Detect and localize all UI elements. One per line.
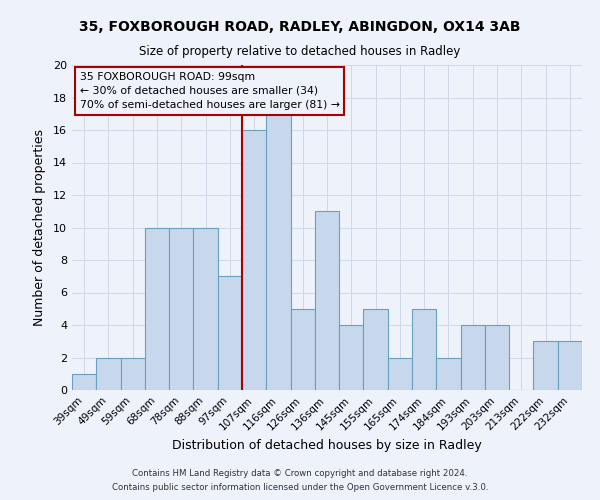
Bar [388, 358, 412, 390]
Bar [315, 211, 339, 390]
Text: Contains public sector information licensed under the Open Government Licence v.: Contains public sector information licen… [112, 484, 488, 492]
Bar [436, 358, 461, 390]
Bar [72, 374, 96, 390]
Text: Size of property relative to detached houses in Radley: Size of property relative to detached ho… [139, 45, 461, 58]
Bar [412, 308, 436, 390]
Y-axis label: Number of detached properties: Number of detached properties [33, 129, 46, 326]
Text: 35 FOXBOROUGH ROAD: 99sqm
← 30% of detached houses are smaller (34)
70% of semi-: 35 FOXBOROUGH ROAD: 99sqm ← 30% of detac… [80, 72, 340, 110]
Bar [533, 341, 558, 390]
Bar [266, 114, 290, 390]
Bar [145, 228, 169, 390]
Bar [290, 308, 315, 390]
Bar [242, 130, 266, 390]
Bar [193, 228, 218, 390]
Bar [96, 358, 121, 390]
Bar [218, 276, 242, 390]
X-axis label: Distribution of detached houses by size in Radley: Distribution of detached houses by size … [172, 438, 482, 452]
Bar [558, 341, 582, 390]
Text: Contains HM Land Registry data © Crown copyright and database right 2024.: Contains HM Land Registry data © Crown c… [132, 468, 468, 477]
Bar [364, 308, 388, 390]
Bar [485, 325, 509, 390]
Text: 35, FOXBOROUGH ROAD, RADLEY, ABINGDON, OX14 3AB: 35, FOXBOROUGH ROAD, RADLEY, ABINGDON, O… [79, 20, 521, 34]
Bar [169, 228, 193, 390]
Bar [339, 325, 364, 390]
Bar [461, 325, 485, 390]
Bar [121, 358, 145, 390]
